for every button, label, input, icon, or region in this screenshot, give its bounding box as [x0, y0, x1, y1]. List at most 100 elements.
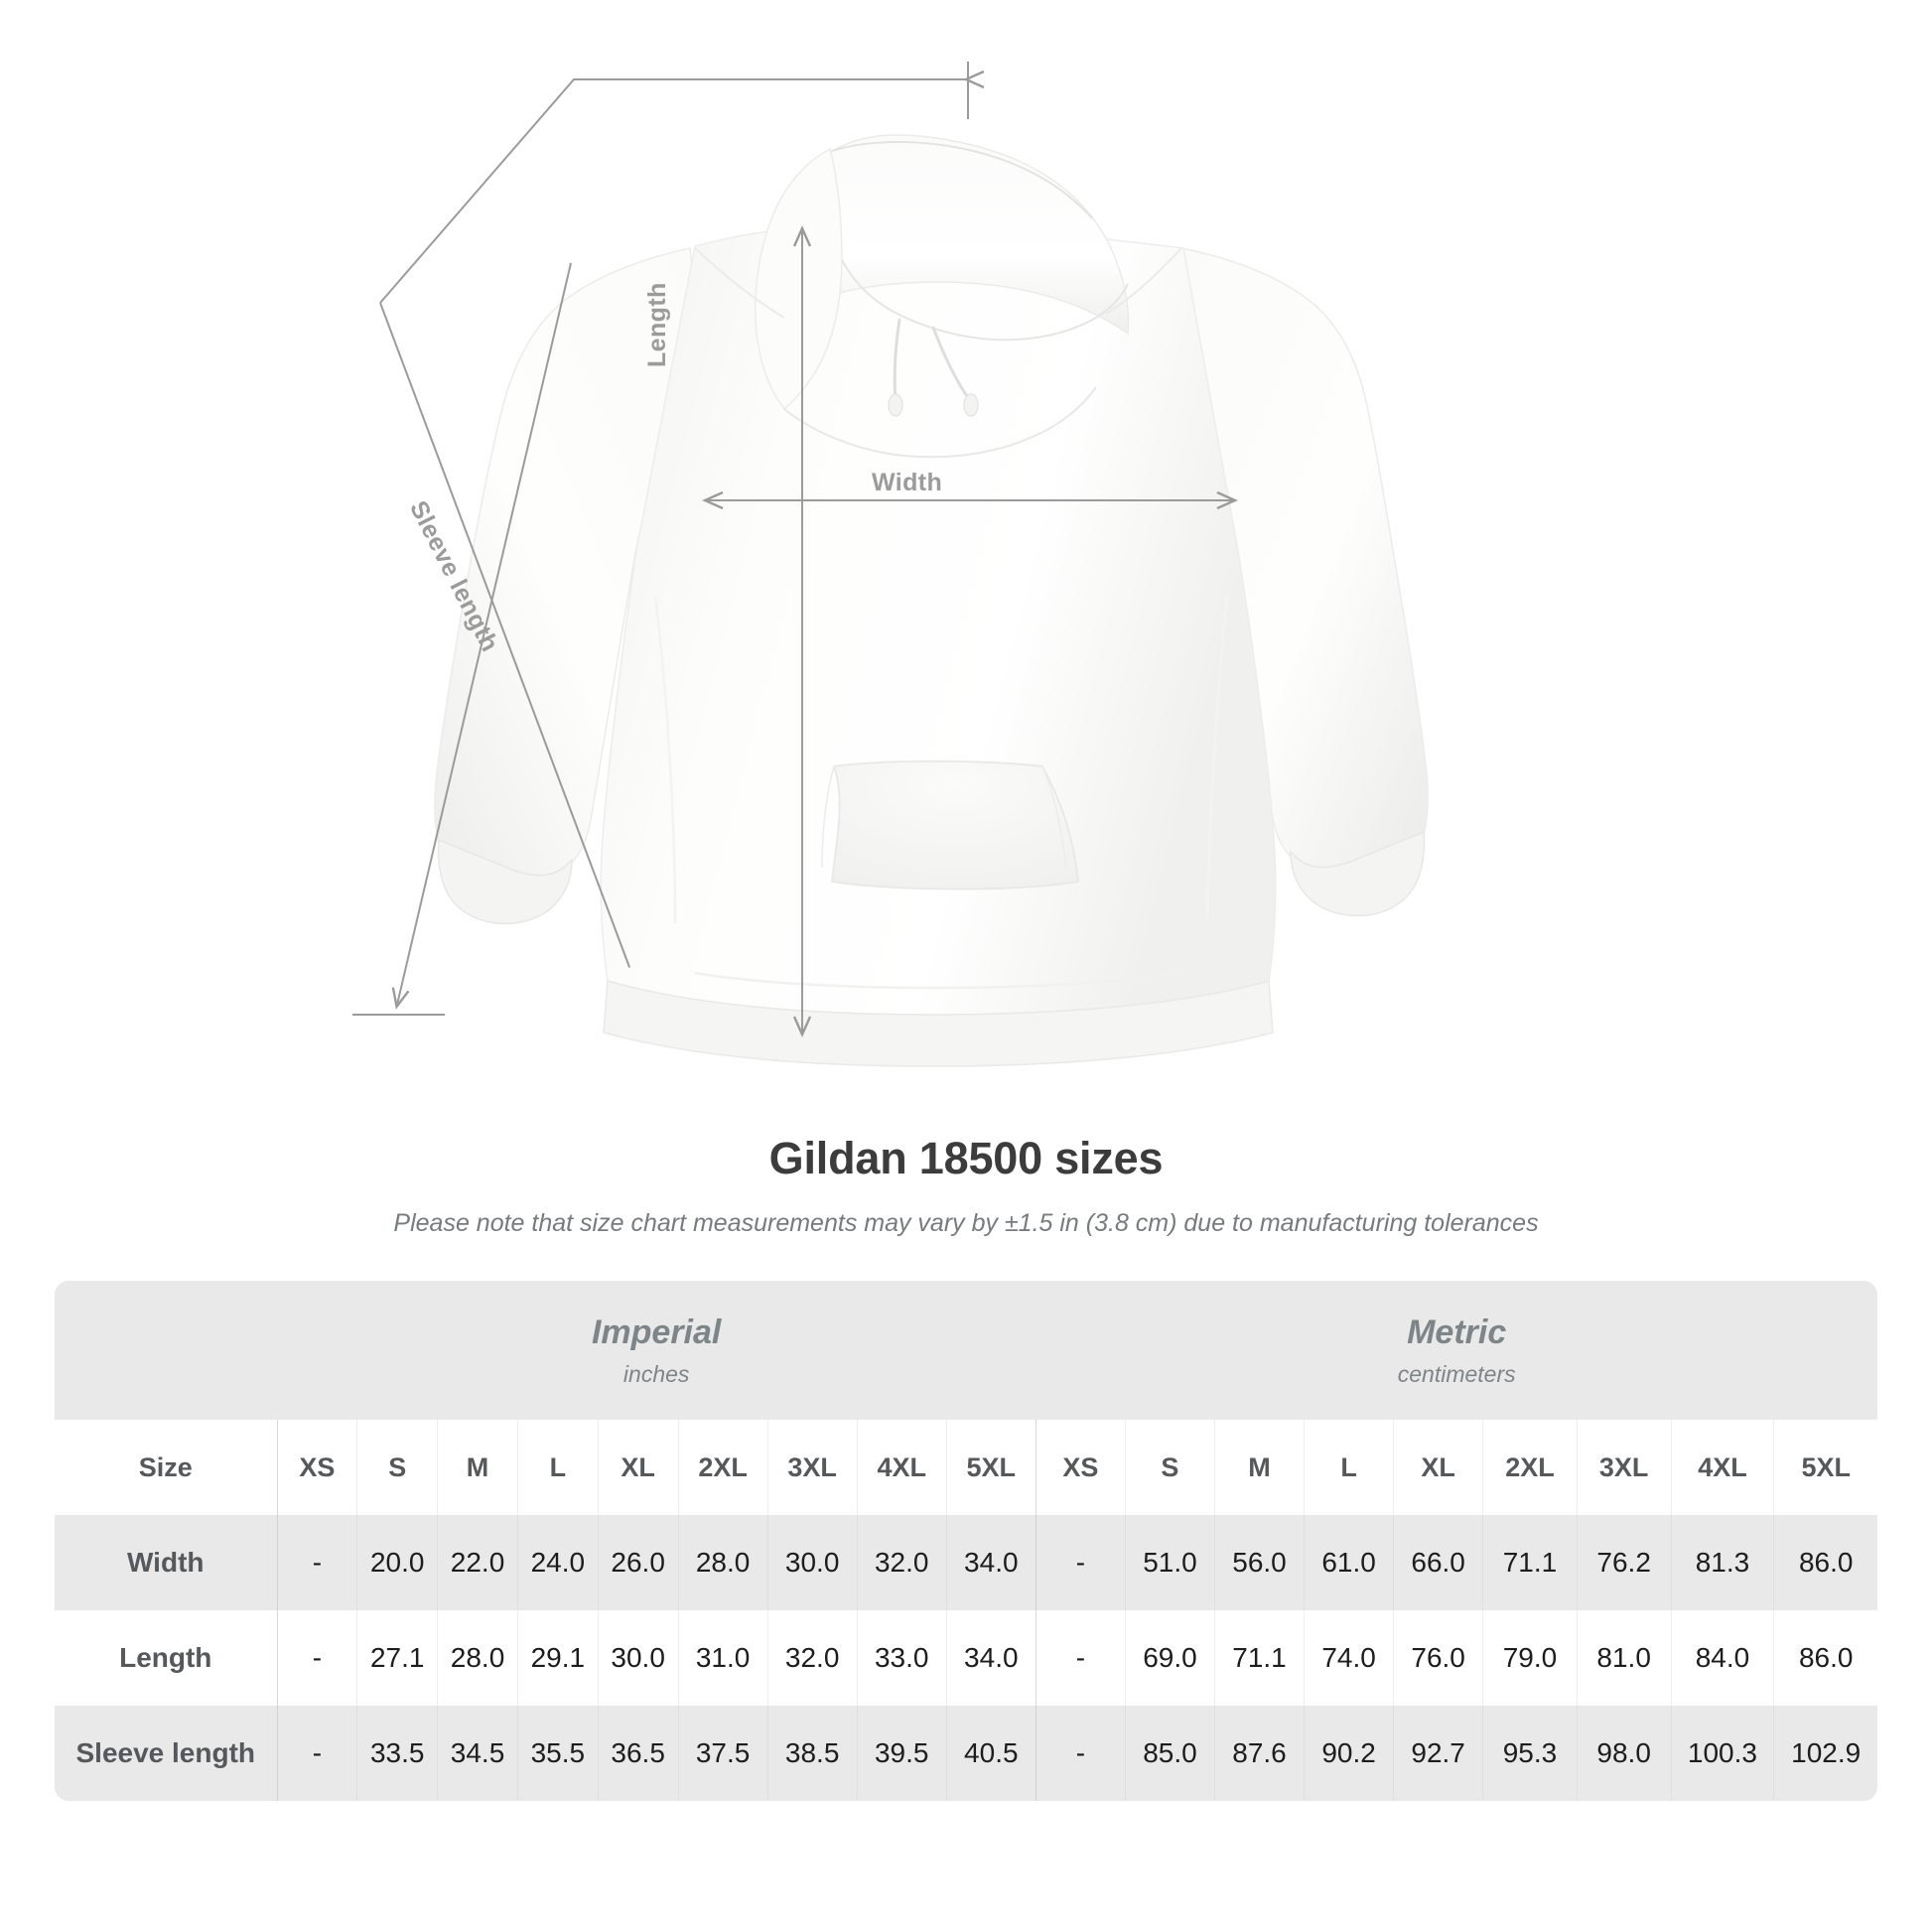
cell-sleeve-metric-3xl: 98.0: [1576, 1706, 1671, 1801]
cell-length-metric-s: 69.0: [1124, 1610, 1215, 1706]
sleeve-length-line: [379, 302, 631, 968]
cell-length-metric-xs: -: [1035, 1610, 1126, 1706]
unit-group-imperial: Imperial inches: [277, 1281, 1036, 1420]
size-header-imperial-2xl: 2XL: [677, 1420, 768, 1515]
cell-length-metric-4xl: 84.0: [1670, 1610, 1774, 1706]
hoodie-measurement-diagram: Length Width Sleeve length: [352, 62, 1429, 1067]
row-label-sleeve-length: Sleeve length: [55, 1706, 277, 1801]
cell-length-imperial-5xl: 34.0: [945, 1610, 1036, 1706]
tolerance-note: Please note that size chart measurements…: [393, 1209, 1539, 1237]
cell-sleeve-metric-s: 85.0: [1124, 1706, 1215, 1801]
row-label-width: Width: [55, 1515, 277, 1610]
unit-name-metric: Metric: [1407, 1312, 1507, 1351]
cell-sleeve-metric-5xl: 102.9: [1773, 1706, 1877, 1801]
size-table-container: Imperial inches Metric centimeters Size …: [55, 1281, 1877, 1801]
cell-length-imperial-3xl: 32.0: [766, 1610, 858, 1706]
cell-sleeve-metric-4xl: 100.3: [1670, 1706, 1774, 1801]
size-header-metric-3xl: 3XL: [1576, 1420, 1671, 1515]
size-header-metric-s: S: [1124, 1420, 1215, 1515]
cell-length-imperial-l: 29.1: [516, 1610, 599, 1706]
cell-length-metric-xl: 76.0: [1393, 1610, 1483, 1706]
size-header-imperial-5xl: 5XL: [945, 1420, 1036, 1515]
measurement-annotations: [379, 62, 985, 968]
table-row: Width - 20.0 22.0 24.0 26.0 28.0 30.0 32…: [55, 1515, 1877, 1610]
size-header-imperial-m: M: [437, 1420, 518, 1515]
cell-length-metric-3xl: 81.0: [1576, 1610, 1671, 1706]
cell-sleeve-imperial-xl: 36.5: [597, 1706, 679, 1801]
cell-width-imperial-s: 20.0: [356, 1515, 438, 1610]
cell-sleeve-imperial-5xl: 40.5: [945, 1706, 1036, 1801]
cell-width-metric-2xl: 71.1: [1482, 1515, 1578, 1610]
cell-width-imperial-xl: 26.0: [597, 1515, 679, 1610]
unit-band-row: Imperial inches Metric centimeters: [55, 1281, 1877, 1420]
cell-length-metric-m: 71.1: [1213, 1610, 1305, 1706]
cell-width-imperial-m: 22.0: [437, 1515, 518, 1610]
cell-sleeve-imperial-xs: -: [276, 1706, 357, 1801]
cell-width-metric-xl: 66.0: [1393, 1515, 1483, 1610]
cell-length-metric-l: 74.0: [1304, 1610, 1394, 1706]
size-header-metric-xl: XL: [1393, 1420, 1483, 1515]
cell-width-imperial-3xl: 30.0: [766, 1515, 858, 1610]
cell-sleeve-imperial-4xl: 39.5: [856, 1706, 947, 1801]
size-header-imperial-3xl: 3XL: [766, 1420, 858, 1515]
table-row: Sleeve length - 33.5 34.5 35.5 36.5 37.5…: [55, 1706, 1877, 1801]
size-header-metric-l: L: [1304, 1420, 1394, 1515]
cell-width-metric-s: 51.0: [1124, 1515, 1215, 1610]
cell-width-metric-m: 56.0: [1213, 1515, 1305, 1610]
size-header-row: Size XS S M L XL 2XL 3XL 4XL 5XL XS S M …: [55, 1420, 1877, 1515]
unit-sub-metric: centimeters: [1397, 1361, 1516, 1388]
size-header-imperial-4xl: 4XL: [856, 1420, 947, 1515]
unit-sub-imperial: inches: [622, 1361, 690, 1388]
sleeve-length-annotation: [352, 262, 572, 1016]
length-dimension-label: Length: [643, 282, 671, 367]
cell-length-imperial-xs: -: [276, 1610, 357, 1706]
cell-sleeve-metric-2xl: 95.3: [1482, 1706, 1578, 1801]
cell-sleeve-imperial-2xl: 37.5: [677, 1706, 768, 1801]
sleeve-diagonal: [391, 262, 572, 1010]
cell-length-imperial-m: 28.0: [437, 1610, 518, 1706]
size-header-metric-4xl: 4XL: [1670, 1420, 1774, 1515]
cell-sleeve-metric-xs: -: [1035, 1706, 1126, 1801]
cell-width-imperial-2xl: 28.0: [677, 1515, 768, 1610]
cell-length-imperial-s: 27.1: [356, 1610, 438, 1706]
unit-group-metric: Metric centimeters: [1035, 1281, 1877, 1420]
page-title: Gildan 18500 sizes: [768, 1133, 1164, 1183]
cell-length-metric-2xl: 79.0: [1482, 1610, 1578, 1706]
cell-width-metric-4xl: 81.3: [1670, 1515, 1774, 1610]
cell-width-metric-5xl: 86.0: [1773, 1515, 1877, 1610]
size-header-imperial-xl: XL: [597, 1420, 679, 1515]
cell-width-metric-xs: -: [1035, 1515, 1126, 1610]
size-header-metric-m: M: [1213, 1420, 1305, 1515]
cell-sleeve-imperial-l: 35.5: [516, 1706, 599, 1801]
sleeve-top-leader: [379, 69, 985, 304]
title-block: Gildan 18500 sizes Please note that size…: [0, 1132, 1932, 1240]
cell-width-imperial-l: 24.0: [516, 1515, 599, 1610]
unit-band-spacer: [55, 1281, 277, 1420]
hoodie-shape: [434, 134, 1429, 1067]
cell-width-metric-3xl: 76.2: [1576, 1515, 1671, 1610]
size-header-label: Size: [55, 1420, 277, 1515]
cell-sleeve-metric-l: 90.2: [1304, 1706, 1394, 1801]
row-label-length: Length: [55, 1610, 277, 1706]
size-header-metric-5xl: 5XL: [1773, 1420, 1877, 1515]
size-header-imperial-xs: XS: [276, 1420, 357, 1515]
unit-name-imperial: Imperial: [591, 1312, 722, 1351]
width-dimension-label: Width: [872, 469, 943, 496]
hoodie-illustration: [352, 62, 1429, 1067]
size-header-metric-2xl: 2XL: [1482, 1420, 1578, 1515]
cell-width-imperial-xs: -: [276, 1515, 357, 1610]
table-row: Length - 27.1 28.0 29.1 30.0 31.0 32.0 3…: [55, 1610, 1877, 1706]
cell-sleeve-metric-xl: 92.7: [1393, 1706, 1483, 1801]
cell-length-imperial-2xl: 31.0: [677, 1610, 768, 1706]
cell-width-metric-l: 61.0: [1304, 1515, 1394, 1610]
cell-sleeve-metric-m: 87.6: [1213, 1706, 1305, 1801]
cell-width-imperial-4xl: 32.0: [856, 1515, 947, 1610]
cell-sleeve-imperial-3xl: 38.5: [766, 1706, 858, 1801]
cell-width-imperial-5xl: 34.0: [945, 1515, 1036, 1610]
size-table: Imperial inches Metric centimeters Size …: [55, 1281, 1877, 1801]
cell-length-metric-5xl: 86.0: [1773, 1610, 1877, 1706]
cell-sleeve-imperial-s: 33.5: [356, 1706, 438, 1801]
size-header-imperial-l: L: [516, 1420, 599, 1515]
cell-length-imperial-4xl: 33.0: [856, 1610, 947, 1706]
